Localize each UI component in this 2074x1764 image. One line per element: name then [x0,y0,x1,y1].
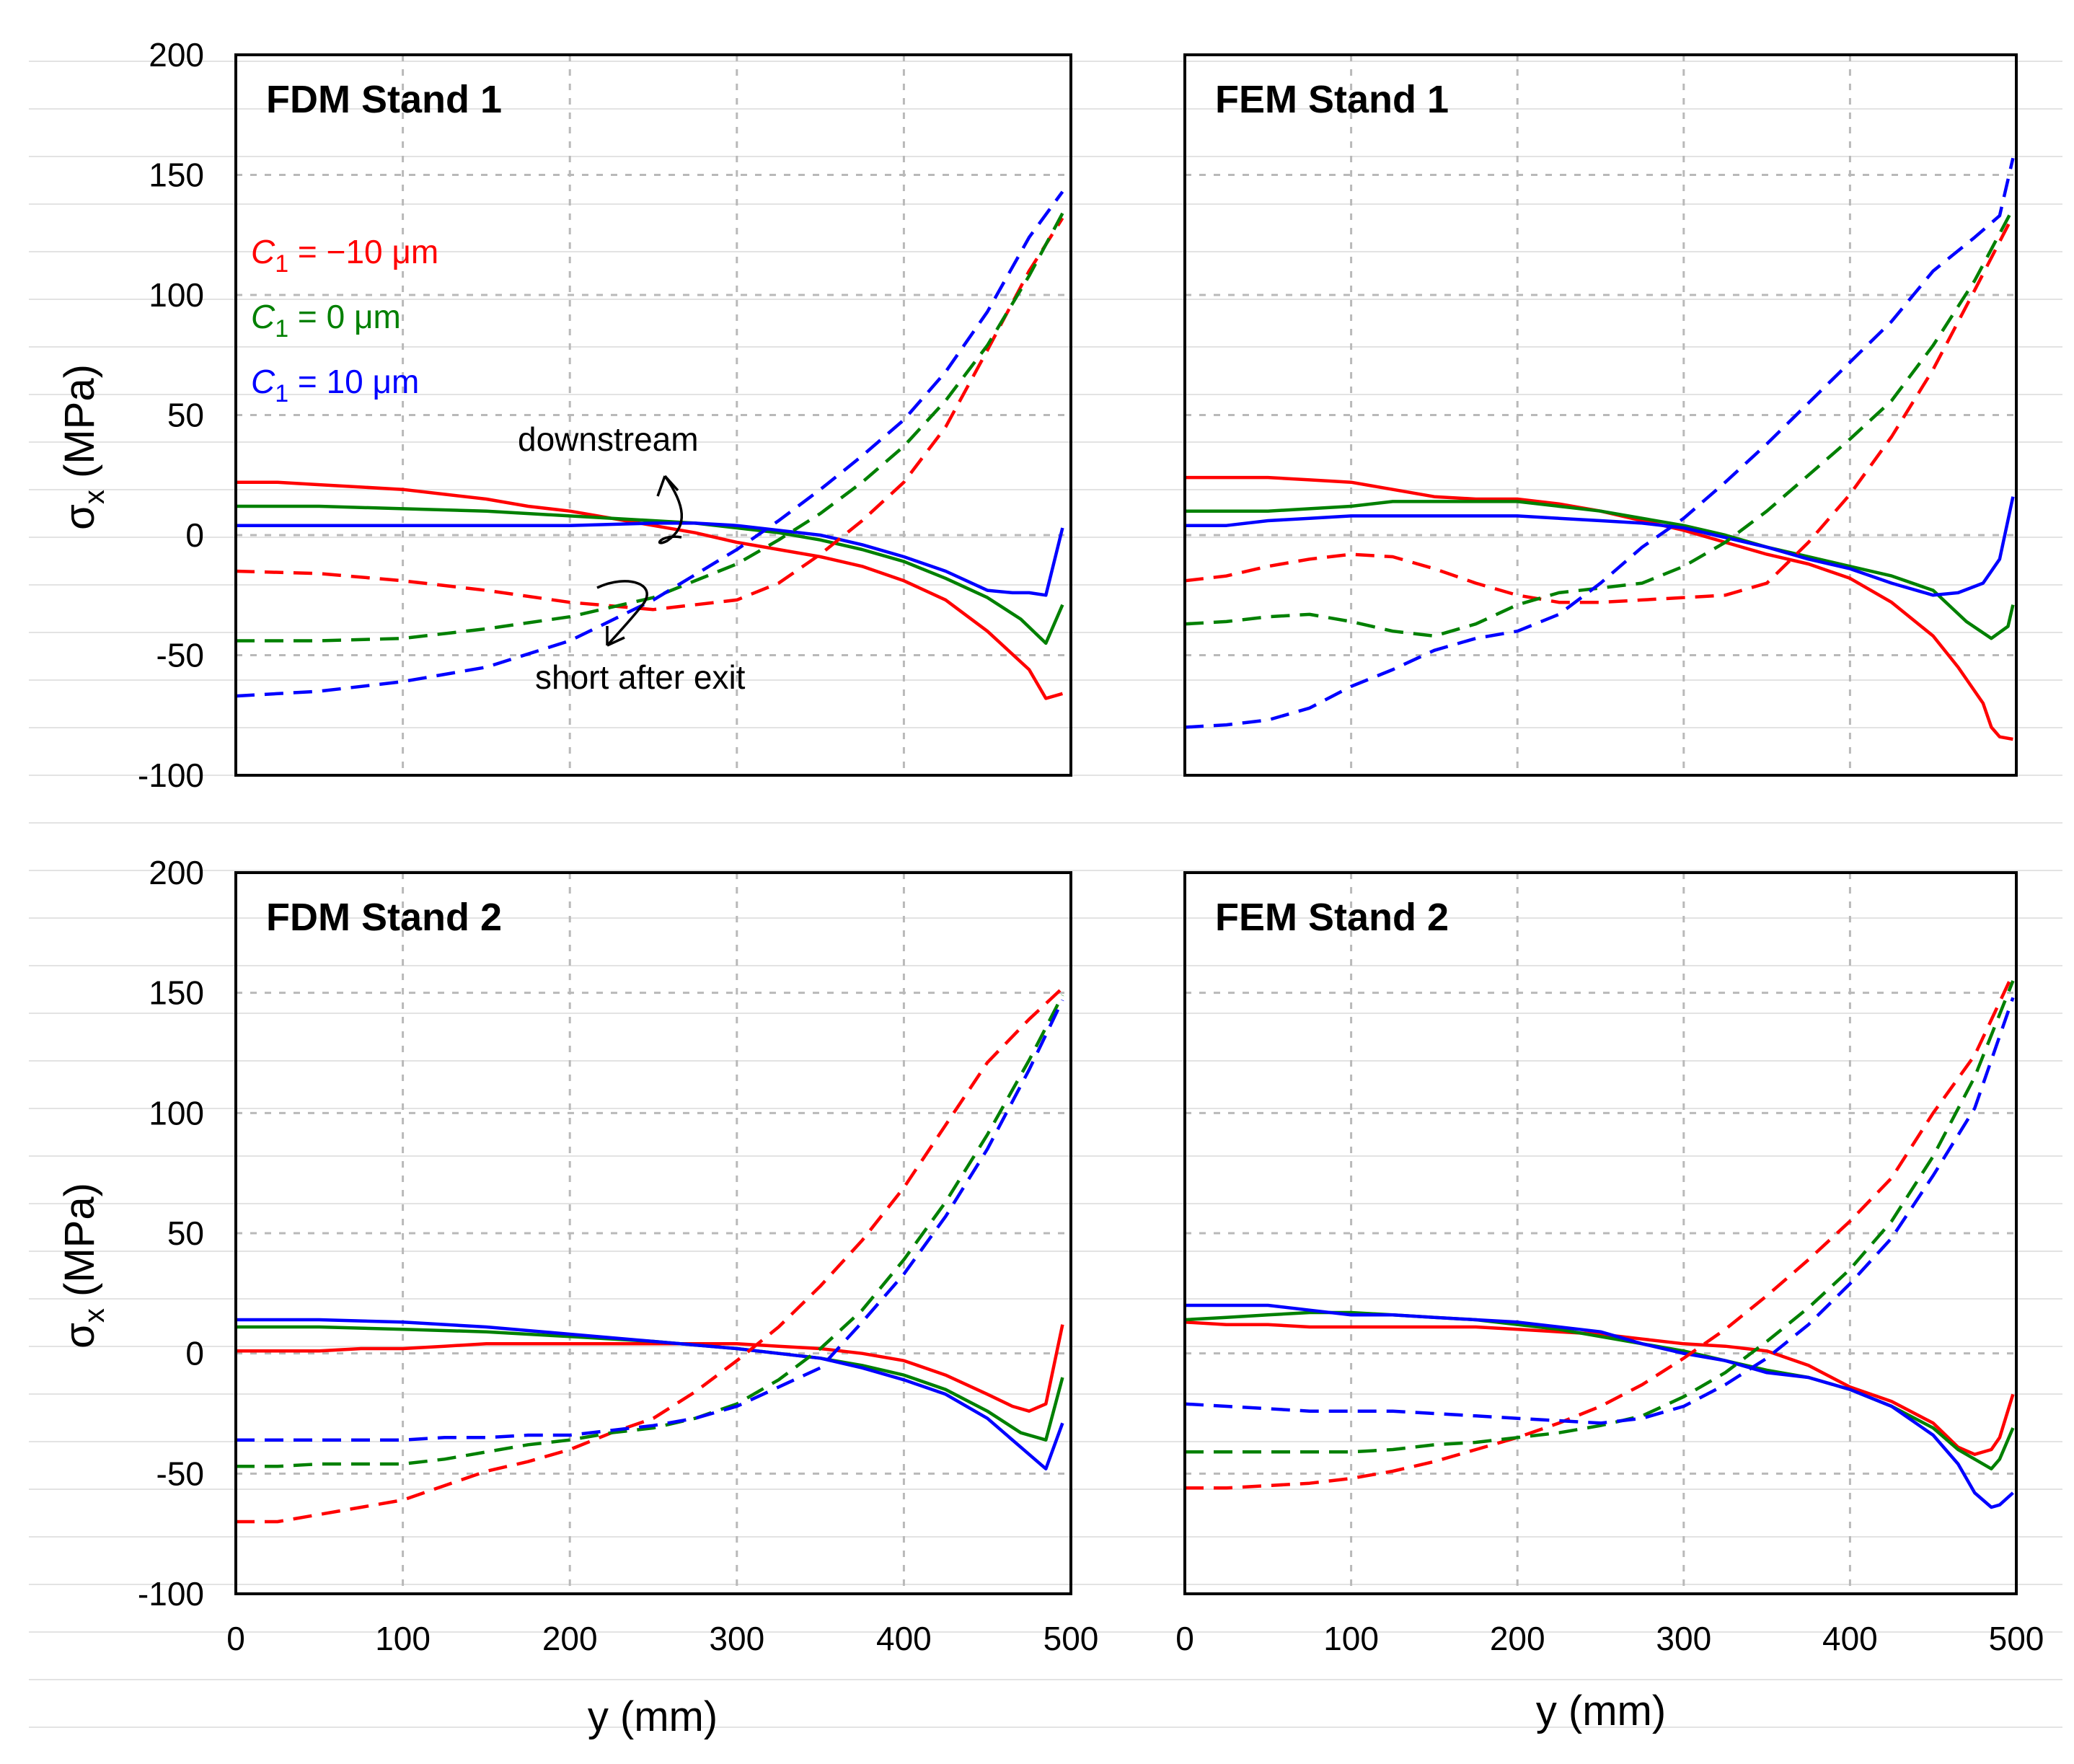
plot-frame [1183,53,2018,777]
x-tick-labels-left: 0 100 200 300 400 500 [226,1620,1098,1657]
series-line-green-dashed [1184,208,2015,638]
series-line-green-dashed [236,994,1064,1468]
curved-arrow-downstream [658,475,684,544]
y-tick-label: 0 [185,516,204,554]
series-line-blue-solid [1185,496,2015,597]
series-line-red-solid [1184,1320,2015,1456]
panel-title: FEM Stand 2 [1215,896,1449,939]
series-line-blue-dashed [1184,997,2015,1425]
plot-frame [234,871,1072,1595]
annotation-short-after-exit: short after exit [535,658,746,696]
series-line-blue-solid [236,521,1064,597]
y-tick-label: 100 [149,276,204,314]
annotation-downstream: downstream [518,420,699,458]
series-line-blue-solid [236,1318,1064,1470]
y-axis-title-bottom: σx (MPa) [56,1183,110,1349]
series-line-green-dashed [1185,980,2015,1454]
series-line-red-solid [236,480,1064,700]
series-line-blue-dashed [236,999,1064,1442]
series-line-red-dashed [1185,973,2015,1490]
plot-frame [1183,871,2018,1595]
series-line-green-solid [1185,500,2015,640]
x-tick-label: 0 [226,1620,245,1657]
x-tick-label: 0 [1175,1620,1194,1657]
y-tick-label: 150 [149,156,204,194]
y-tick-label: 100 [149,1094,204,1132]
x-tick-label: 200 [1490,1620,1545,1657]
y-tick-label: -50 [156,1455,204,1492]
panel-title: FDM Stand 1 [266,78,502,121]
arrowhead-short-after-exit [606,626,625,647]
y-tick-label: -50 [156,637,204,674]
series-line-green-solid [1184,1310,2015,1470]
y-tick-label: 0 [185,1335,204,1372]
y-tick-label: 200 [149,854,204,891]
y-tick-label: -100 [138,1575,204,1613]
panel-fem-stand-2: FEM Stand 2 [1183,871,2018,1595]
curved-arrow-short-after-exit [596,580,648,647]
y-tick-labels-top: 200 150 100 50 0 -50 -100 [138,36,204,794]
plot-frame [234,53,1072,777]
x-tick-label: 100 [1323,1620,1379,1657]
panel-fdm-stand-2: FDM Stand 2 [234,871,1072,1595]
series-line-red-dashed [235,217,1064,612]
series-line-red-dashed [236,987,1064,1524]
panel-title: FDM Stand 2 [266,896,502,939]
y-tick-label: 50 [167,1214,204,1252]
arrowhead-downstream [656,475,679,497]
panel-title: FEM Stand 1 [1215,78,1449,121]
x-tick-labels-right: 0 100 200 300 400 500 [1175,1620,2044,1657]
series-line-green-dashed [236,212,1064,643]
panel-fdm-stand-1: FDM Stand 1 [234,53,1072,777]
series-line-green-solid [236,504,1064,645]
y-tick-label: 200 [149,36,204,74]
y-tick-label: 50 [167,397,204,434]
x-tick-label: 500 [1043,1620,1099,1657]
x-axis-title-right: y (mm) [1536,1688,1666,1734]
y-tick-label: 150 [149,974,204,1012]
x-tick-label: 400 [1822,1620,1878,1657]
x-tick-label: 300 [1656,1620,1711,1657]
series-line-blue-dashed [235,190,1064,698]
series-line-blue-dashed [1184,157,2015,729]
legend-entry-c1-minus10: C1 = −10 μm [251,233,438,278]
annotations: downstream short after exit [518,420,746,696]
y-tick-labels-bottom: 200 150 100 50 0 -50 -100 [138,854,204,1613]
y-tick-label: -100 [138,757,204,794]
panel-fem-stand-1: FEM Stand 1 [1183,53,2018,777]
legend-entry-c1-10: C1 = 10 μm [251,363,419,407]
x-tick-label: 100 [375,1620,431,1657]
series-line-red-solid [236,1324,1064,1413]
background-rules [29,61,2062,1728]
series-line-blue-solid [1185,1303,2014,1509]
x-axis-title-left: y (mm) [588,1693,718,1740]
y-axis-title-top: σx (MPa) [56,364,110,530]
legend: C1 = −10 μm C1 = 0 μm C1 = 10 μm [251,233,438,407]
series-line-red-dashed [1184,215,2015,604]
x-tick-label: 400 [876,1620,932,1657]
x-tick-label: 500 [1989,1620,2044,1657]
x-tick-label: 300 [709,1620,764,1657]
x-tick-label: 200 [542,1620,598,1657]
legend-entry-c1-0: C1 = 0 μm [251,298,401,343]
